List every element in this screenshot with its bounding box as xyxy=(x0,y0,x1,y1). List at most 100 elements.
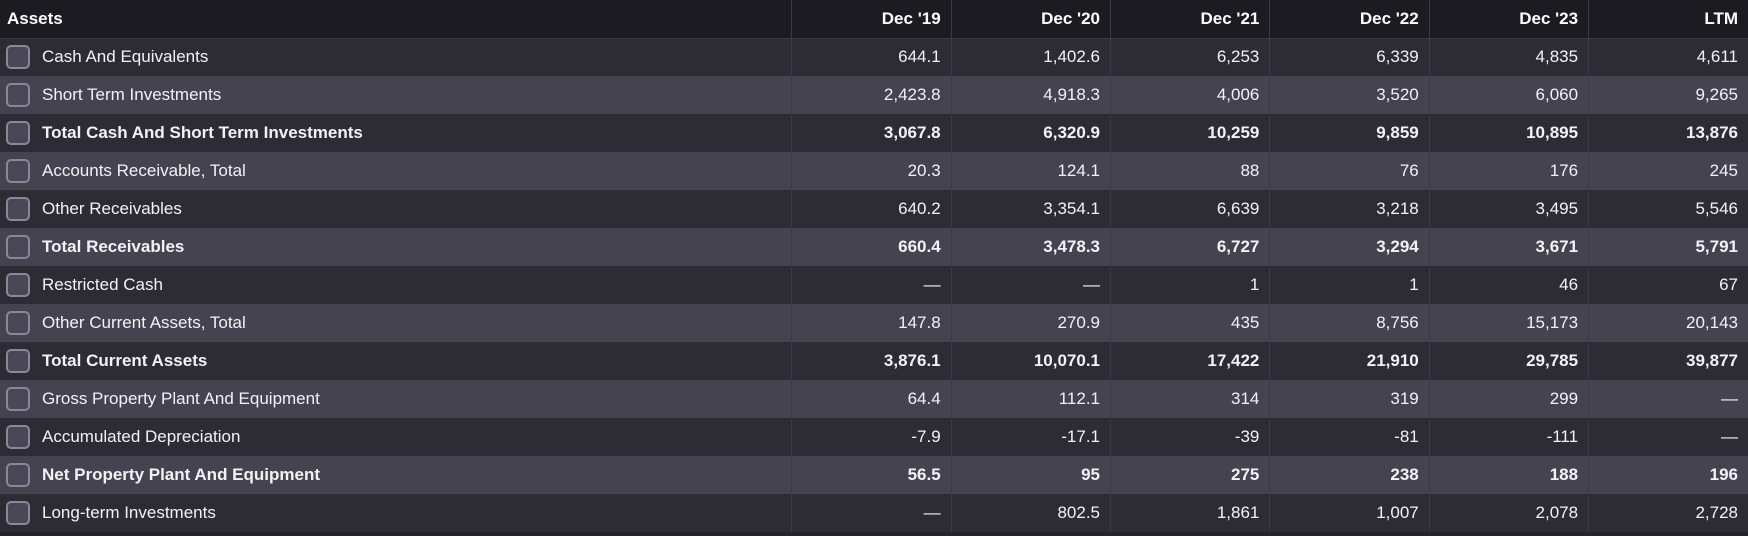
value-cell: 5,546 xyxy=(1588,190,1748,228)
table-row: Other Receivables 640.2 3,354.1 6,639 3,218 3… xyxy=(0,190,1748,228)
value-cell: 4,611 xyxy=(1588,38,1748,76)
value-cell: -7.9 xyxy=(791,418,952,456)
row-label-cell: Gross Property Plant And Equipment xyxy=(0,380,793,418)
row-label-cell: Net Property Plant And Equipment xyxy=(0,456,793,494)
row-label-text: Total Current Assets xyxy=(42,351,208,370)
value-cell: 9,265 xyxy=(1588,76,1748,114)
row-label-cell: Accumulated Depreciation xyxy=(0,418,793,456)
row-label-text: Total Cash And Short Term Investments xyxy=(42,123,363,142)
table-row: Restricted Cash — —1 1 46 67 xyxy=(0,266,1748,304)
row-checkbox[interactable] xyxy=(6,425,30,449)
table-row: Other Current Assets, Total 147.8 270.9 435… xyxy=(0,304,1748,342)
value-cell: 299 xyxy=(1429,380,1590,418)
row-checkbox[interactable] xyxy=(6,45,30,70)
value-cell: 20.3 xyxy=(791,152,952,190)
value-cell: 3,495 xyxy=(1429,190,1590,228)
value-cell: 95 xyxy=(951,456,1112,494)
value-cell: 10,259 xyxy=(1110,114,1271,152)
row-label-text: Restricted Cash xyxy=(42,275,163,294)
value-cell: — xyxy=(951,266,1112,304)
value-cell: 21,910 xyxy=(1269,342,1430,380)
value-cell: 3,876.1 xyxy=(791,342,952,380)
value-cell: 188 xyxy=(1429,456,1590,494)
column-header-period[interactable]: Dec '20 xyxy=(951,0,1112,39)
value-cell: 196 xyxy=(1588,456,1748,494)
column-header-period[interactable]: Dec '23 xyxy=(1429,0,1590,39)
table-row: Total Receivables 660.4 3,478.3 6,727 3,294 3… xyxy=(0,228,1748,266)
row-label: Gross Property Plant And Equipment xyxy=(6,387,781,411)
value-cell: 660.4 xyxy=(791,228,952,266)
value-cell: 3,520 xyxy=(1269,76,1430,114)
value-cell: 67 xyxy=(1588,266,1748,304)
value-cell: 4,835 xyxy=(1429,38,1590,76)
value-cell: 3,067.8 xyxy=(791,114,952,152)
row-checkbox[interactable] xyxy=(6,83,30,107)
row-label-cell: Total Receivables xyxy=(0,228,793,266)
row-label-cell: Total Current Assets xyxy=(0,342,793,380)
column-header-period[interactable]: LTM xyxy=(1588,0,1748,39)
row-checkbox[interactable] xyxy=(6,501,30,525)
column-header-assets[interactable]: Assets xyxy=(0,0,793,39)
row-label-text: Long-term Investments xyxy=(42,503,216,522)
table-header-row: Assets Dec '19 Dec '20 Dec '21 Dec '22 D… xyxy=(0,0,1748,39)
value-cell: -111 xyxy=(1429,418,1590,456)
value-cell: 644.1 xyxy=(791,38,952,76)
value-cell: 46 xyxy=(1429,266,1590,304)
value-cell: 88 xyxy=(1110,152,1271,190)
row-checkbox[interactable] xyxy=(6,235,30,259)
value-cell: 1,007 xyxy=(1269,494,1430,532)
value-cell: 15,173 xyxy=(1429,304,1590,342)
value-cell: 319 xyxy=(1269,380,1430,418)
value-cell: 6,320.9 xyxy=(951,114,1112,152)
row-checkbox[interactable] xyxy=(6,121,30,145)
row-label: Short Term Investments xyxy=(6,83,781,107)
value-cell: 3,478.3 xyxy=(951,228,1112,266)
value-cell: 435 xyxy=(1110,304,1271,342)
table-row: Long-term Investments —802.5 1,861 1,007 2,0… xyxy=(0,494,1748,532)
value-cell: 275 xyxy=(1110,456,1271,494)
row-label: Net Property Plant And Equipment xyxy=(6,463,781,487)
value-cell: 56.5 xyxy=(791,456,952,494)
row-label: Accumulated Depreciation xyxy=(6,425,781,449)
row-label: Accounts Receivable, Total xyxy=(6,159,781,183)
value-cell: 76 xyxy=(1269,152,1430,190)
value-cell: 314 xyxy=(1110,380,1271,418)
row-checkbox[interactable] xyxy=(6,197,30,221)
value-cell: 2,423.8 xyxy=(791,76,952,114)
row-label-cell: Restricted Cash xyxy=(0,266,793,304)
row-label-text: Other Receivables xyxy=(42,199,182,218)
row-label: Other Receivables xyxy=(6,197,781,221)
value-cell: 4,918.3 xyxy=(951,76,1112,114)
row-label: Long-term Investments xyxy=(6,501,781,525)
value-cell: 10,895 xyxy=(1429,114,1590,152)
row-checkbox[interactable] xyxy=(6,387,30,411)
column-header-period[interactable]: Dec '22 xyxy=(1269,0,1430,39)
column-header-period[interactable]: Dec '19 xyxy=(791,0,952,39)
row-label: Total Current Assets xyxy=(6,349,781,373)
value-cell: 6,060 xyxy=(1429,76,1590,114)
row-checkbox[interactable] xyxy=(6,463,30,487)
row-label-text: Gross Property Plant And Equipment xyxy=(42,389,320,408)
value-cell: 17,422 xyxy=(1110,342,1271,380)
value-cell: 3,671 xyxy=(1429,228,1590,266)
value-cell: 9,859 xyxy=(1269,114,1430,152)
value-cell: 13,876 xyxy=(1588,114,1748,152)
value-cell: 112.1 xyxy=(951,380,1112,418)
table-row: Total Current Assets 3,876.1 10,070.1 17,42… xyxy=(0,342,1748,380)
value-cell: 802.5 xyxy=(951,494,1112,532)
value-cell: 3,218 xyxy=(1269,190,1430,228)
value-cell: 147.8 xyxy=(791,304,952,342)
row-checkbox[interactable] xyxy=(6,311,30,335)
value-cell: 6,639 xyxy=(1110,190,1271,228)
value-cell: 6,727 xyxy=(1110,228,1271,266)
table-row: Short Term Investments 2,423.8 4,918.3 4,00… xyxy=(0,76,1748,114)
row-checkbox[interactable] xyxy=(6,349,30,373)
value-cell: 5,791 xyxy=(1588,228,1748,266)
row-checkbox[interactable] xyxy=(6,159,30,183)
column-header-period[interactable]: Dec '21 xyxy=(1110,0,1271,39)
row-label: Cash And Equivalents xyxy=(6,45,781,70)
value-cell: -39 xyxy=(1110,418,1271,456)
value-cell: -81 xyxy=(1269,418,1430,456)
row-checkbox[interactable] xyxy=(6,273,30,297)
